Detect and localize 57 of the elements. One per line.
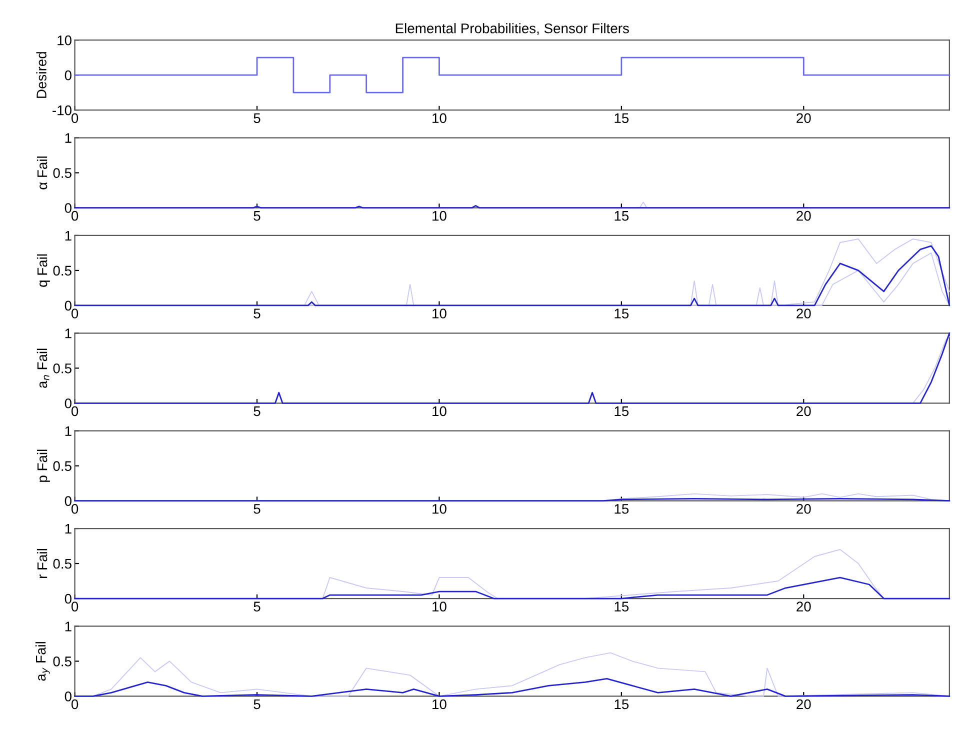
x-tick-label: 20: [796, 504, 811, 514]
x-tick-label: 5: [254, 113, 260, 124]
x-tick-label: 10: [432, 308, 446, 318]
y-tick-label: 1: [65, 328, 72, 338]
x-tick-label: 20: [796, 113, 811, 124]
y-tick-label: 1: [65, 133, 72, 143]
y-tick-label: 0.5: [53, 656, 72, 666]
y-tick-label: 0: [64, 300, 72, 311]
x-tick-label: 10: [432, 699, 446, 710]
x-tick-label: 5: [254, 308, 260, 318]
y-tick-label: -10: [52, 105, 72, 116]
y-axis-title: α Fail: [36, 156, 48, 190]
y-tick-label: 0.5: [53, 363, 72, 374]
y-tick-label: 0: [64, 70, 72, 80]
y-tick-label: 1: [65, 426, 72, 436]
y-tick-label: 1: [65, 524, 72, 534]
x-tick-label: 15: [614, 308, 629, 318]
x-tick-label: 20: [796, 406, 811, 416]
x-tick-label: 10: [432, 406, 446, 416]
x-tick-label: 10: [432, 113, 446, 124]
x-tick-label: 15: [614, 113, 629, 124]
y-tick-label: 0.5: [53, 168, 72, 178]
y-tick-label: 1: [65, 230, 72, 240]
y-axis-title: q Fail: [36, 254, 50, 287]
x-tick-label: 15: [614, 504, 629, 514]
chart-title: Elemental Probabilities, Sensor Filters: [396, 23, 629, 35]
y-axis-title: r Fail: [36, 549, 48, 578]
y-axis-title: a$_{n}$ Fail: [36, 348, 50, 388]
y-tick-label: 0.5: [53, 266, 72, 276]
x-tick-label: 15: [614, 699, 629, 710]
y-tick-label: 0: [64, 692, 72, 702]
y-tick-label: 0: [64, 398, 72, 408]
y-tick-label: 0.5: [53, 558, 72, 569]
y-axis-title: Desired: [36, 52, 46, 98]
x-tick-label: 10: [432, 504, 446, 514]
y-tick-label: 0: [64, 594, 72, 604]
x-tick-label: 15: [614, 406, 629, 416]
y-axis-title: a$_{y}$ Fail: [35, 642, 50, 681]
x-tick-label: 5: [254, 699, 260, 710]
y-axis-title: p Fail: [36, 450, 50, 482]
x-tick-label: 10: [432, 602, 446, 612]
x-tick-label: 20: [796, 308, 811, 318]
y-tick-label: 0: [64, 496, 72, 506]
y-tick-label: 0: [64, 203, 72, 213]
x-tick-label: 20: [796, 699, 811, 710]
x-tick-label: 15: [614, 211, 629, 221]
x-tick-label: 20: [796, 602, 811, 612]
y-tick-label: 10: [58, 35, 72, 46]
x-tick-label: 20: [796, 210, 811, 221]
x-tick-label: 5: [254, 504, 260, 514]
x-tick-label: 5: [254, 602, 260, 612]
x-tick-label: 5: [254, 211, 260, 221]
x-tick-label: 15: [614, 602, 629, 612]
x-tick-label: 5: [254, 406, 260, 416]
y-tick-label: 0.5: [53, 461, 72, 471]
y-tick-label: 1: [65, 622, 72, 632]
x-tick-label: 10: [432, 210, 446, 221]
